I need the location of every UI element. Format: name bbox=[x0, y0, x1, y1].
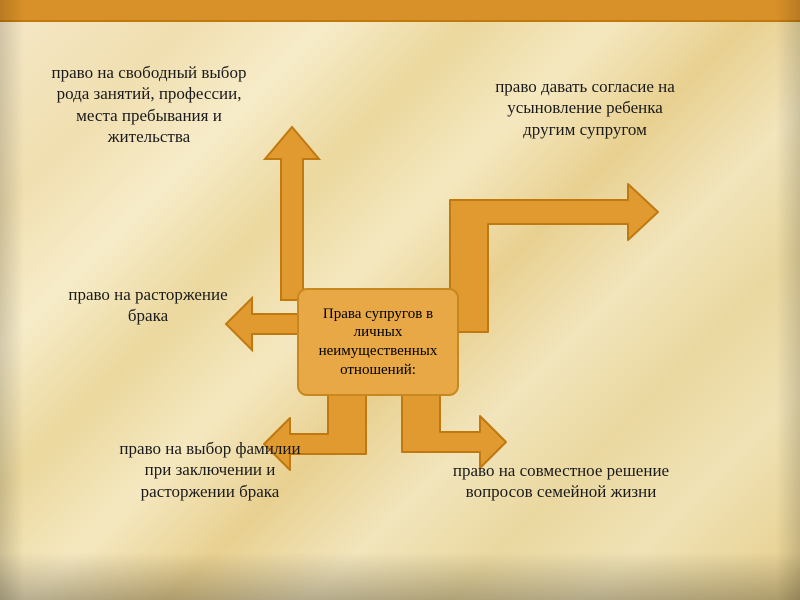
node-top-right: право давать согласие на усыновление реб… bbox=[485, 76, 685, 140]
center-concept-box: Права супругов в личных неимущественных … bbox=[297, 288, 459, 396]
node-bot-left-label: право на выбор фамилии при заключении и … bbox=[119, 439, 300, 501]
node-bot-left: право на выбор фамилии при заключении и … bbox=[110, 438, 310, 502]
node-left: право на расторжение брака bbox=[68, 284, 228, 327]
node-top-left-label: право на свободный выбор рода занятий, п… bbox=[52, 63, 247, 146]
slide-top-bar bbox=[0, 0, 800, 22]
node-bot-right: право на совместное решение вопросов сем… bbox=[446, 460, 676, 503]
center-concept-label: Права супругов в личных неимущественных … bbox=[307, 305, 449, 380]
arrow-to-top-left bbox=[245, 105, 335, 315]
arrow-to-top-right bbox=[444, 170, 674, 340]
node-bot-right-label: право на совместное решение вопросов сем… bbox=[453, 461, 669, 501]
node-top-left: право на свободный выбор рода занятий, п… bbox=[44, 62, 254, 147]
node-left-label: право на расторжение брака bbox=[68, 285, 227, 325]
node-top-right-label: право давать согласие на усыновление реб… bbox=[495, 77, 675, 139]
